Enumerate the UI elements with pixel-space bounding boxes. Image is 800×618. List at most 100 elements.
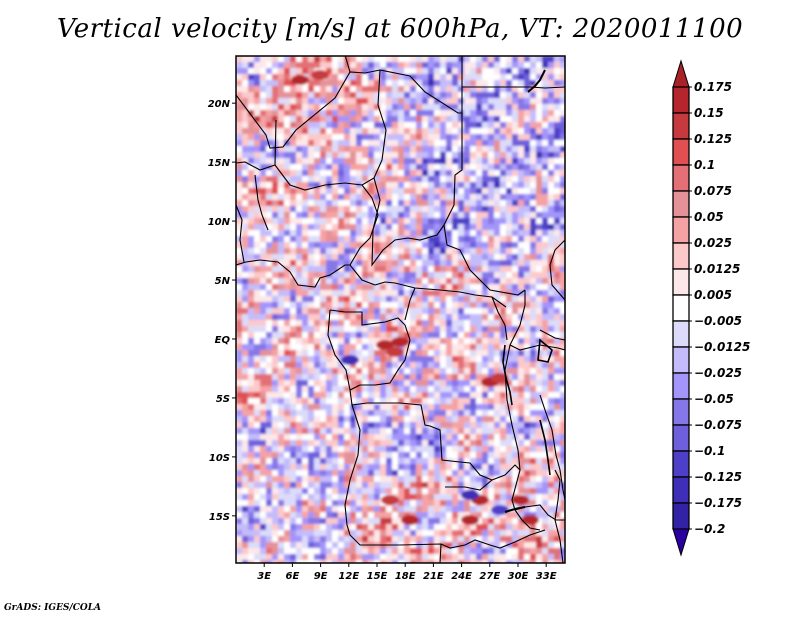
field-cell: [482, 86, 488, 92]
field-cell: [542, 104, 548, 110]
field-cell: [542, 230, 548, 236]
field-cell: [542, 296, 548, 302]
field-cell: [236, 314, 242, 320]
field-cell: [530, 476, 536, 482]
field-cell: [548, 380, 554, 386]
field-cell: [554, 98, 560, 104]
field-cell: [278, 236, 284, 242]
field-cell: [362, 116, 368, 122]
field-cell: [422, 218, 428, 224]
field-cell: [464, 68, 470, 74]
field-cell: [236, 434, 242, 440]
field-cell: [320, 488, 326, 494]
field-cell: [482, 68, 488, 74]
field-cell: [542, 512, 548, 518]
field-cell: [458, 314, 464, 320]
field-cell: [302, 116, 308, 122]
field-cell: [296, 242, 302, 248]
field-cell: [356, 476, 362, 482]
field-cell: [320, 368, 326, 374]
field-cell: [524, 362, 530, 368]
field-cell: [386, 356, 392, 362]
field-cell: [500, 158, 506, 164]
field-cell: [290, 260, 296, 266]
field-cell: [380, 134, 386, 140]
field-cell: [554, 332, 560, 338]
field-cell: [386, 452, 392, 458]
field-cell: [362, 452, 368, 458]
field-cell: [482, 110, 488, 116]
field-cell: [362, 284, 368, 290]
field-cell: [452, 128, 458, 134]
field-cell: [518, 308, 524, 314]
field-cell: [356, 380, 362, 386]
field-cell: [344, 176, 350, 182]
field-cell: [344, 470, 350, 476]
field-cell: [278, 458, 284, 464]
field-cell: [512, 512, 518, 518]
field-cell: [350, 260, 356, 266]
field-cell: [266, 284, 272, 290]
field-cell: [308, 212, 314, 218]
field-cell: [488, 68, 494, 74]
field-cell: [422, 254, 428, 260]
field-cell: [350, 518, 356, 524]
field-cell: [542, 236, 548, 242]
field-cell: [500, 200, 506, 206]
field-cell: [368, 182, 374, 188]
field-cell: [494, 68, 500, 74]
field-cell: [284, 296, 290, 302]
field-cell: [404, 116, 410, 122]
field-cell: [500, 350, 506, 356]
field-cell: [338, 92, 344, 98]
field-cell: [254, 416, 260, 422]
field-cell: [530, 200, 536, 206]
field-cell: [464, 164, 470, 170]
field-cell: [374, 254, 380, 260]
field-cell: [344, 170, 350, 176]
field-cell: [332, 164, 338, 170]
field-cell: [536, 308, 542, 314]
field-cell: [374, 332, 380, 338]
field-cell: [362, 482, 368, 488]
field-cell: [380, 296, 386, 302]
field-cell: [284, 368, 290, 374]
field-cell: [296, 110, 302, 116]
field-cell: [500, 494, 506, 500]
field-cell: [476, 380, 482, 386]
field-cell: [554, 236, 560, 242]
field-cell: [308, 98, 314, 104]
field-cell: [260, 212, 266, 218]
field-cell: [506, 254, 512, 260]
field-cell: [302, 224, 308, 230]
field-cell: [326, 386, 332, 392]
field-cell: [506, 398, 512, 404]
field-cell: [326, 494, 332, 500]
field-cell: [380, 368, 386, 374]
field-cell: [470, 302, 476, 308]
field-cell: [554, 176, 565, 182]
field-cell: [512, 56, 518, 62]
field-cell: [458, 74, 464, 80]
field-cell: [290, 542, 296, 548]
field-cell: [530, 536, 536, 542]
field-cell: [404, 266, 410, 272]
field-cell: [260, 104, 266, 110]
field-cell: [554, 386, 565, 392]
field-cell: [296, 302, 302, 308]
field-cell: [272, 284, 278, 290]
field-cell: [344, 500, 350, 506]
field-cell: [464, 416, 470, 422]
border-line: [329, 309, 411, 341]
field-cell: [464, 446, 470, 452]
field-cell: [398, 302, 404, 308]
colorbar-label: −0.075: [694, 418, 742, 432]
field-cell: [542, 398, 548, 404]
field-cell: [500, 188, 506, 194]
field-cell: [260, 374, 266, 380]
field-cell: [404, 272, 410, 278]
field-cell: [320, 146, 326, 152]
field-cell: [524, 398, 530, 404]
field-cell: [398, 488, 404, 494]
field-cell: [512, 80, 518, 86]
